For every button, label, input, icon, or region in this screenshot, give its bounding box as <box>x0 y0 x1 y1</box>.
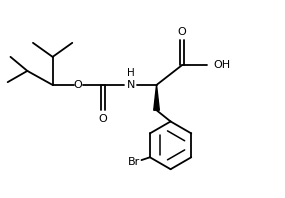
Polygon shape <box>154 85 159 110</box>
Text: N: N <box>127 80 135 90</box>
Text: Br: Br <box>128 157 141 167</box>
Text: O: O <box>74 80 82 90</box>
Text: OH: OH <box>213 60 231 70</box>
Text: O: O <box>178 27 186 37</box>
Text: H: H <box>127 68 135 78</box>
Text: O: O <box>99 114 107 124</box>
